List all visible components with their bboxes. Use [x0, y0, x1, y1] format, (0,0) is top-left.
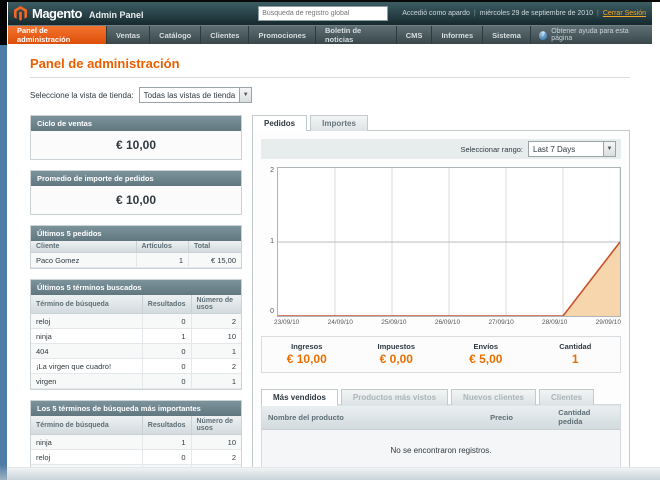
help-label: Obtener ayuda para esta página [551, 28, 629, 42]
tab-clientes[interactable]: Clientes [538, 389, 595, 405]
table-row[interactable]: reloj 0 2 [31, 449, 241, 465]
stat-envios: Envíos € 5,00 [469, 342, 503, 366]
last-search-terms-table: Término de búsqueda Resultados Número de… [31, 295, 241, 389]
dashboard-right-column: Pedidos Importes Seleccionar rango: Last… [252, 115, 630, 480]
table-row[interactable]: ninja 1 10 [31, 434, 241, 450]
card-title: Los 5 términos de búsqueda más important… [31, 401, 241, 416]
dashboard-left-column: Ciclo de ventas € 10,00 Promedio de impo… [30, 115, 242, 480]
nav-sales[interactable]: Ventas [107, 26, 151, 44]
magento-logo-icon [14, 6, 27, 21]
lifetime-sales-card: Ciclo de ventas € 10,00 [30, 115, 242, 160]
header-bar: Magento Admin Panel Accedió como apardo … [8, 2, 652, 25]
table-row[interactable]: ¡La virgen que cuadro! 0 2 [31, 358, 241, 374]
card-title: Últimos 5 pedidos [31, 226, 241, 241]
tab-productos-mas-vistos[interactable]: Productos más vistos [340, 389, 449, 405]
chevron-down-icon: ▼ [239, 88, 252, 102]
tab-importes[interactable]: Importes [310, 115, 368, 131]
stat-cantidad: Cantidad 1 [559, 342, 592, 366]
tab-nuevos-clientes[interactable]: Nuevos clientes [451, 389, 536, 405]
orders-chart: 2 1 0 [261, 167, 621, 317]
top-search-terms-card: Los 5 términos de búsqueda más important… [30, 400, 242, 480]
stat-ingresos: Ingresos € 10,00 [286, 342, 327, 366]
last-orders-table: Cliente Artículos Total Paco Gomez 1 € 1… [31, 241, 241, 268]
nav-reports[interactable]: Informes [432, 26, 484, 44]
last-orders-card: Últimos 5 pedidos Cliente Artículos Tota… [30, 225, 242, 269]
range-select[interactable]: Last 7 Days ▼ [528, 141, 616, 157]
empty-message: No se encontraron registros. [261, 429, 621, 474]
magento-logo: Magento Admin Panel [14, 6, 143, 21]
current-date: miércoles 29 de septiembre de 2010 [479, 10, 593, 17]
window-top-edge [0, 0, 660, 2]
lifetime-sales-value: € 10,00 [31, 131, 241, 159]
logged-in-as: Accedió como apardo [402, 10, 470, 17]
average-orders-value: € 10,00 [31, 186, 241, 214]
chart-panel: Seleccionar rango: Last 7 Days ▼ 2 1 0 [252, 130, 630, 480]
store-view-label: Seleccione la vista de tienda: [30, 90, 134, 100]
average-orders-card: Promedio de importe de pedidos € 10,00 [30, 170, 242, 215]
global-search-input[interactable] [258, 6, 389, 21]
chart-y-axis: 2 1 0 [270, 167, 274, 315]
nav-cms[interactable]: CMS [397, 26, 433, 44]
logout-link[interactable]: Cerrar Sesión [602, 10, 646, 17]
range-label: Seleccionar rango: [460, 144, 523, 154]
tab-mas-vendidos[interactable]: Más vendidos [261, 389, 338, 406]
page-title: Panel de administración [30, 56, 180, 71]
totals-row: Ingresos € 10,00 Impuestos € 0,00 Envíos… [261, 336, 621, 373]
table-row[interactable]: reloj 0 2 [31, 313, 241, 329]
table-row[interactable]: 404 0 1 [31, 343, 241, 359]
nav-customers[interactable]: Clientes [201, 26, 250, 44]
nav-dashboard[interactable]: Panel de administración [8, 26, 107, 44]
orders-chart-plot [277, 167, 621, 317]
chevron-down-icon: ▼ [603, 142, 615, 156]
nav-catalog[interactable]: Catálogo [150, 26, 202, 44]
magento-admin-window: Magento Admin Panel Accedió como apardo … [8, 2, 652, 480]
chart-tabs: Pedidos Importes [252, 115, 630, 132]
nav-system[interactable]: Sistema [483, 26, 531, 44]
range-bar: Seleccionar rango: Last 7 Days ▼ [261, 139, 621, 159]
stat-impuestos: Impuestos € 0,00 [377, 342, 415, 366]
tab-pedidos[interactable]: Pedidos [252, 115, 308, 132]
session-info: Accedió como apardo | miércoles 29 de se… [402, 10, 646, 17]
table-row[interactable]: virgen 0 1 [31, 373, 241, 389]
table-row[interactable]: ninja 1 10 [31, 328, 241, 344]
help-icon: ? [538, 30, 548, 40]
card-title: Últimos 5 términos buscados [31, 280, 241, 295]
bestsellers-table: Nombre del producto Precio Cantidad pedi… [261, 404, 621, 474]
title-divider [30, 77, 630, 78]
card-title: Ciclo de ventas [31, 116, 241, 131]
nav-promotions[interactable]: Promociones [249, 26, 316, 44]
window-left-edge [0, 0, 7, 480]
nav-newsletter[interactable]: Boletín de noticias [316, 26, 397, 44]
help-link[interactable]: ? Obtener ayuda para esta página [531, 26, 652, 44]
logo-text: Magento [32, 6, 82, 21]
last-search-terms-card: Últimos 5 términos buscados Término de b… [30, 279, 242, 390]
store-view-select[interactable]: Todas las vistas de tienda ▼ [138, 87, 253, 103]
logo-subtitle: Admin Panel [88, 9, 144, 20]
window-bottom-edge [7, 467, 660, 480]
main-nav: Panel de administración Ventas Catálogo … [8, 25, 652, 44]
card-title: Promedio de importe de pedidos [31, 171, 241, 186]
top-search-terms-table: Término de búsqueda Resultados Número de… [31, 416, 241, 480]
table-row[interactable]: Paco Gomez 1 € 15,00 [31, 252, 241, 268]
products-tabs: Más vendidos Productos más vistos Nuevos… [261, 389, 621, 406]
chart-x-axis: 23/09/10 24/09/10 25/09/10 26/09/10 27/0… [274, 319, 621, 326]
